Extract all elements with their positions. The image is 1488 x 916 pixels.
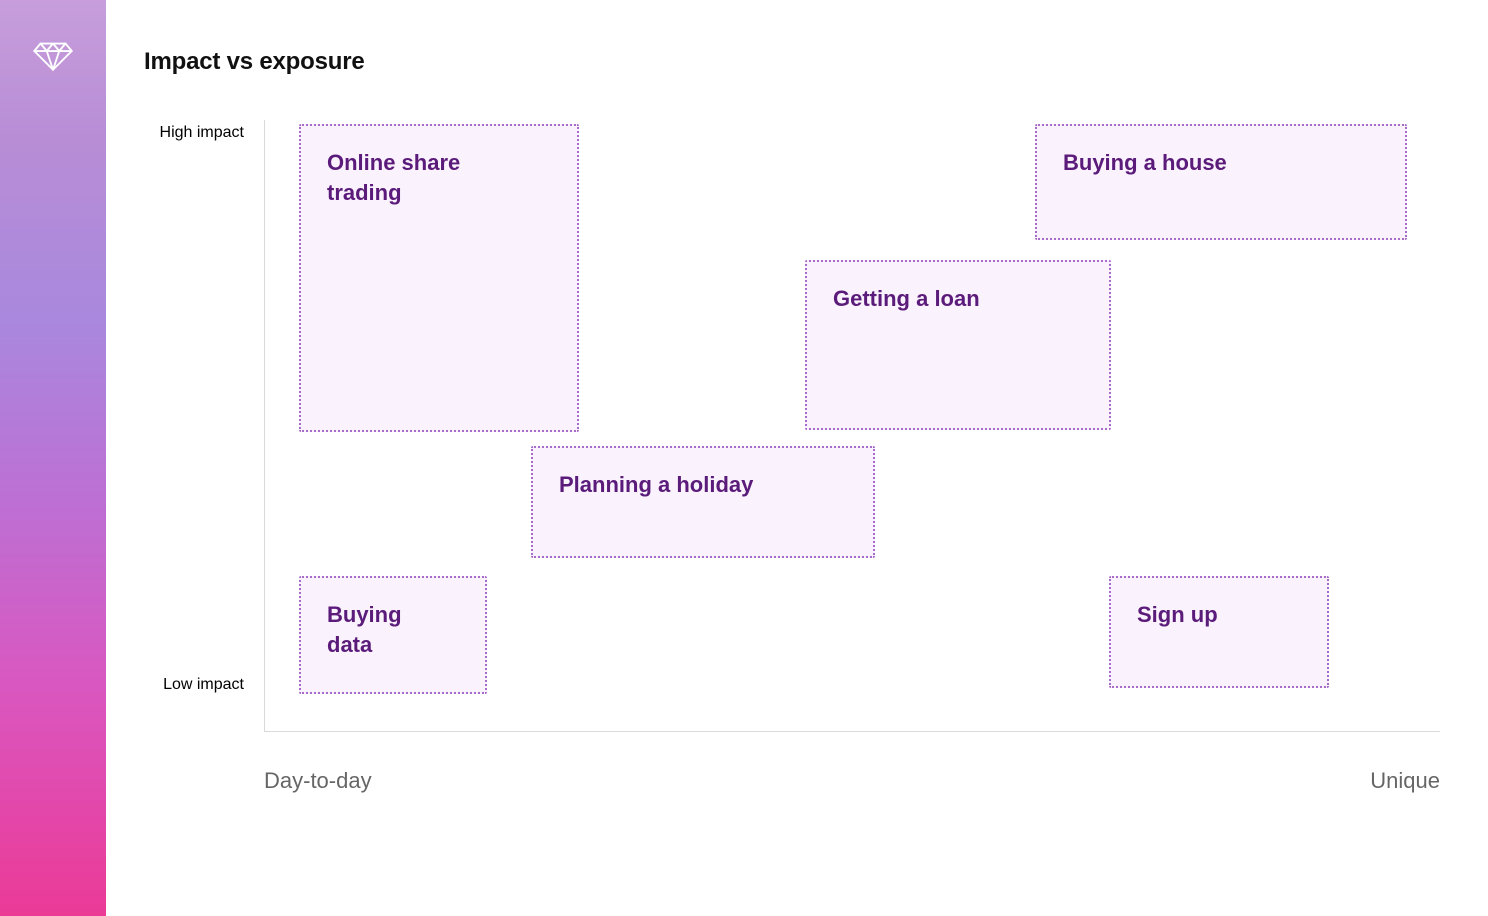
y-axis-label-low: Low impact: [144, 676, 244, 694]
node-sign-up: Sign up: [1109, 576, 1329, 688]
plot-area: Online share trading Buying a house Gettin…: [264, 120, 1440, 732]
node-getting-a-loan: Getting a loan: [805, 260, 1111, 430]
node-label: Online share trading: [327, 148, 477, 207]
node-planning-a-holiday: Planning a holiday: [531, 446, 875, 558]
page: Impact vs exposure High impact Low impac…: [0, 0, 1488, 916]
x-axis-label-right: Unique: [1370, 768, 1440, 794]
node-online-share-trading: Online share trading: [299, 124, 579, 432]
x-axis-label-left: Day-to-day: [264, 768, 372, 794]
node-label: Planning a holiday: [559, 470, 753, 500]
node-label: Getting a loan: [833, 284, 980, 314]
y-axis-label-high: High impact: [144, 124, 244, 142]
node-label: Buying data: [327, 600, 447, 659]
diamond-icon: [33, 36, 73, 916]
node-buying-data: Buying data: [299, 576, 487, 694]
content-area: Impact vs exposure High impact Low impac…: [106, 0, 1488, 916]
sidebar-gradient: [0, 0, 106, 916]
node-buying-a-house: Buying a house: [1035, 124, 1407, 240]
page-title: Impact vs exposure: [144, 48, 1488, 76]
node-label: Sign up: [1137, 600, 1218, 630]
node-label: Buying a house: [1063, 148, 1227, 178]
